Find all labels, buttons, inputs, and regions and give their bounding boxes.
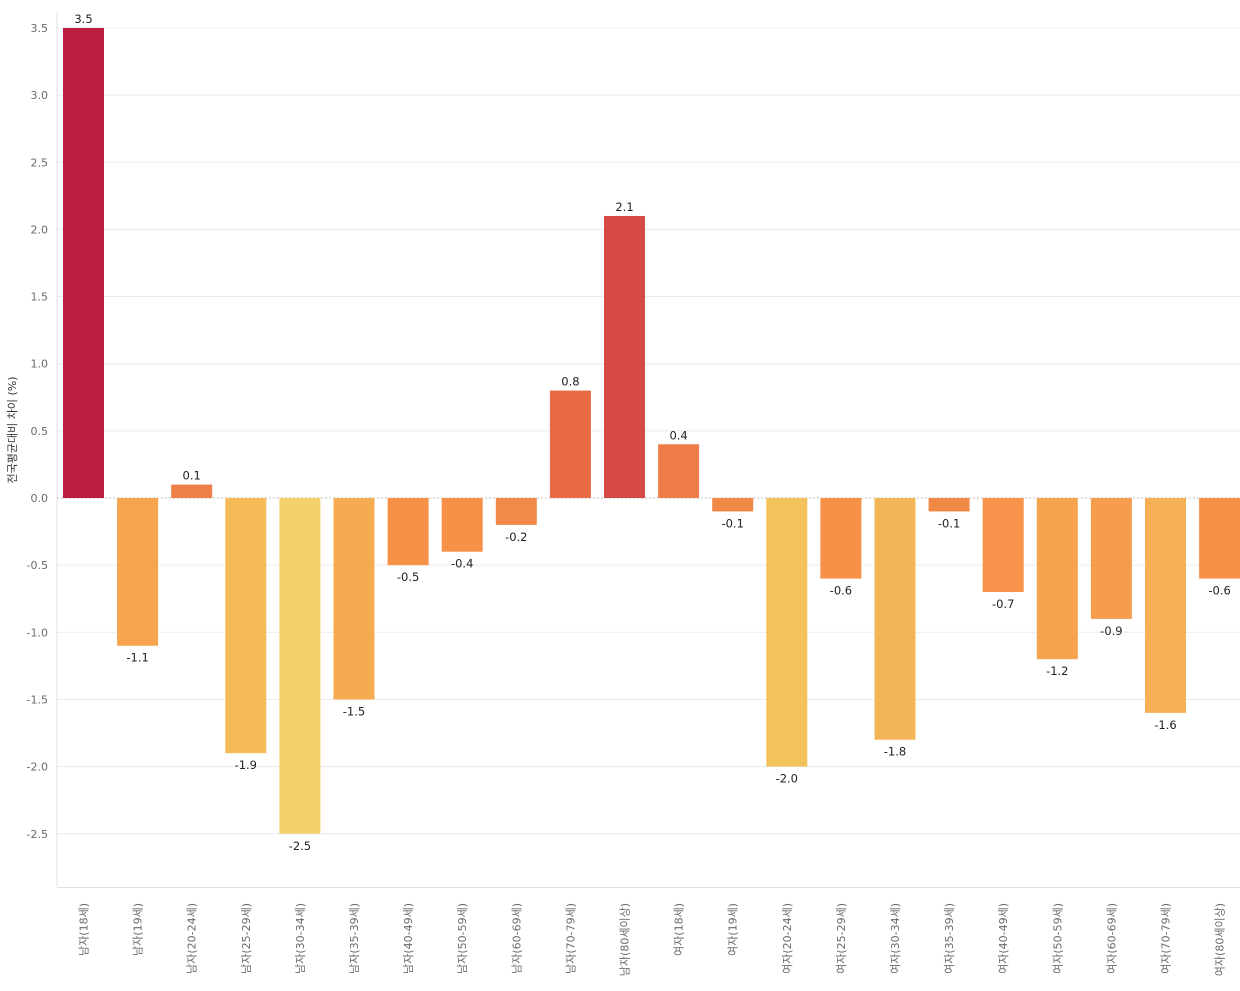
y-tick-label: 2.0 (31, 223, 49, 236)
y-tick-label: 0.5 (31, 425, 49, 438)
y-tick-label: 3.5 (31, 22, 49, 35)
x-tick-label: 남자(40-49세) (402, 903, 415, 974)
data-label: 2.1 (615, 200, 633, 214)
x-tick-label: 여자(80세이상) (1214, 903, 1227, 976)
bar[interactable] (874, 498, 916, 740)
bar[interactable] (1145, 498, 1186, 713)
bar[interactable] (928, 498, 970, 512)
bar[interactable] (712, 498, 754, 512)
x-tick-label: 남자(25-29세) (240, 903, 253, 974)
y-axis-title: 전국평균대비 차이 (%) (6, 377, 19, 484)
data-label: -1.5 (343, 704, 365, 718)
x-tick-label: 남자(30-34세) (294, 903, 307, 974)
x-tick-label: 여자(70-79세) (1160, 903, 1173, 974)
data-label: -2.5 (289, 839, 311, 853)
x-tick-label: 여자(35-39세) (943, 903, 956, 974)
x-tick-label: 여자(50-59세) (1051, 903, 1064, 974)
x-tick-label: 여자(25-29세) (835, 903, 848, 974)
x-tick-label: 여자(18세) (673, 903, 686, 956)
data-label: -0.4 (451, 557, 473, 571)
y-tick-label: -1.5 (27, 693, 48, 706)
x-tick-label: 여자(30-34세) (889, 903, 902, 974)
x-category-labels: 남자(18세) 남자(19세) 남자(20-24세) 남자(25-29세) 남자(30-… (78, 903, 1227, 976)
data-label: -0.1 (721, 516, 743, 530)
data-label: -1.2 (1046, 664, 1068, 678)
x-tick-label: 남자(20-24세) (186, 903, 199, 974)
data-label: -1.1 (126, 651, 148, 665)
data-label: -2.0 (776, 772, 798, 786)
grid-layer: 3.5 3.0 2.5 2.0 1.5 1.0 0.5 0.0 -0.5 -1.0 -1.5 -2.0… (27, 12, 1240, 888)
bar[interactable] (441, 498, 483, 552)
bar[interactable] (658, 444, 700, 498)
data-label: 3.5 (74, 12, 92, 26)
y-tick-label: -2.0 (27, 761, 48, 774)
x-tick-label: 여자(19세) (727, 903, 740, 956)
data-label: -0.9 (1100, 624, 1122, 638)
labels-layer: 3.5 -1.1 0.1 -1.9 -2.5 -1.5 -0.5 -0.4 -0.2 0.8 2.1… (74, 12, 1230, 853)
y-tick-label: 2.5 (31, 156, 49, 169)
y-tick-label: 1.5 (31, 291, 49, 304)
data-label: -1.6 (1154, 718, 1176, 732)
bar[interactable] (387, 498, 429, 566)
bar[interactable] (766, 498, 808, 767)
bar[interactable] (495, 498, 537, 525)
bar[interactable] (1036, 498, 1078, 660)
y-tick-label: 1.0 (31, 358, 49, 371)
x-tick-label: 남자(60-69세) (510, 903, 523, 974)
data-label: 0.4 (669, 428, 687, 442)
y-tick-label: 0.0 (31, 492, 49, 505)
bar[interactable] (604, 215, 645, 498)
data-label: 0.8 (561, 375, 579, 389)
data-label: -0.7 (992, 597, 1014, 611)
bar[interactable] (63, 27, 104, 498)
x-tick-label: 여자(40-49세) (997, 903, 1010, 974)
data-label: -0.2 (505, 530, 527, 544)
x-tick-label: 여자(60-69세) (1105, 903, 1118, 974)
bars-layer (63, 27, 1240, 834)
y-tick-label: -0.5 (27, 559, 48, 572)
bar[interactable] (279, 498, 321, 834)
bar[interactable] (117, 498, 159, 646)
bar[interactable] (333, 498, 375, 700)
bar[interactable] (549, 390, 591, 498)
bar[interactable] (820, 498, 862, 579)
data-label: -0.6 (830, 584, 852, 598)
x-tick-label: 남자(18세) (78, 903, 91, 956)
y-tick-label: -2.5 (27, 828, 48, 841)
data-label: -1.8 (884, 745, 906, 759)
data-label: -0.6 (1208, 584, 1230, 598)
bar[interactable] (171, 484, 213, 498)
bar[interactable] (225, 498, 267, 754)
bar[interactable] (1090, 498, 1132, 619)
x-tick-label: 남자(80세이상) (619, 903, 632, 976)
x-tick-label: 남자(50-59세) (456, 903, 469, 974)
data-label: -0.5 (397, 570, 419, 584)
data-label: 0.1 (183, 469, 201, 483)
x-tick-label: 여자(20-24세) (781, 903, 794, 974)
bar[interactable] (1199, 498, 1240, 579)
y-tick-label: -1.0 (27, 626, 48, 639)
x-tick-label: 남자(19세) (132, 903, 145, 956)
data-label: -1.9 (235, 758, 257, 772)
x-tick-label: 남자(35-39세) (348, 903, 361, 974)
x-tick-label: 남자(70-79세) (564, 903, 577, 974)
data-label: -0.1 (938, 516, 960, 530)
bar[interactable] (982, 498, 1024, 593)
y-tick-label: 3.0 (31, 89, 49, 102)
